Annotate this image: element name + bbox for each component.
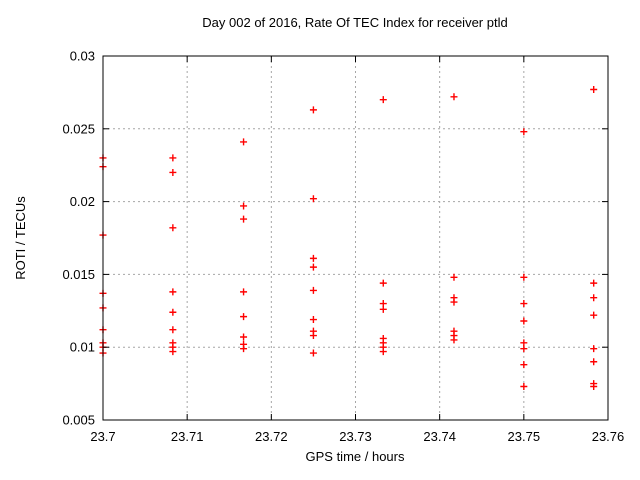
grid-lines	[103, 56, 608, 420]
data-point-marker	[240, 288, 248, 296]
x-tick-label: 23.72	[255, 429, 288, 444]
data-point-marker	[309, 263, 317, 271]
data-point-marker	[169, 326, 177, 334]
data-point-marker	[379, 279, 387, 287]
data-point-marker	[309, 316, 317, 324]
tick-labels: 23.7 23.71 23.72 23.73 23.74 23.75 23.76 0.005 0…	[62, 49, 624, 445]
y-tick-label: 0.025	[62, 121, 95, 136]
data-point-marker	[379, 305, 387, 313]
data-point-marker	[590, 85, 598, 93]
chart-title: Day 002 of 2016, Rate Of TEC Index for r…	[202, 15, 507, 30]
y-tick-label: 0.02	[70, 194, 95, 209]
data-point-marker	[520, 128, 528, 136]
data-point-marker	[520, 317, 528, 325]
y-tick-label: 0.015	[62, 267, 95, 282]
axis-ticks	[102, 55, 609, 421]
data-point-marker	[450, 298, 458, 306]
data-point-marker	[590, 345, 598, 353]
data-point-marker	[169, 224, 177, 232]
data-point-marker	[309, 106, 317, 114]
data-point-marker	[590, 294, 598, 302]
data-point-marker	[240, 333, 248, 341]
data-point-marker	[590, 279, 598, 287]
x-tick-label: 23.7	[90, 429, 115, 444]
data-point-marker	[240, 345, 248, 353]
y-tick-label: 0.01	[70, 340, 95, 355]
data-point-marker	[240, 138, 248, 146]
data-point-marker	[309, 332, 317, 340]
data-point-marker	[520, 361, 528, 369]
y-axis-label: ROTI / TECUs	[13, 196, 28, 280]
data-point-marker	[169, 308, 177, 316]
x-tick-label: 23.76	[592, 429, 625, 444]
data-point-marker	[520, 345, 528, 353]
data-point-marker	[309, 286, 317, 294]
data-point-marker	[309, 195, 317, 203]
data-point-marker	[520, 383, 528, 391]
data-point-marker	[590, 358, 598, 366]
data-point-marker	[240, 202, 248, 210]
data-point-marker	[379, 96, 387, 104]
data-point-marker	[240, 313, 248, 321]
data-point-marker	[590, 383, 598, 391]
data-point-marker	[379, 348, 387, 356]
x-tick-label: 23.73	[339, 429, 372, 444]
data-point-marker	[309, 254, 317, 262]
data-point-marker	[520, 273, 528, 281]
data-point-marker	[169, 154, 177, 162]
data-point-marker	[169, 348, 177, 356]
x-tick-label: 23.74	[423, 429, 456, 444]
data-point-marker	[450, 93, 458, 101]
x-axis-label: GPS time / hours	[306, 449, 405, 464]
data-point-marker	[169, 288, 177, 296]
y-tick-label: 0.03	[70, 49, 95, 64]
data-point-marker	[590, 311, 598, 319]
y-tick-label: 0.005	[62, 413, 95, 428]
data-points	[99, 85, 598, 391]
x-tick-label: 23.71	[171, 429, 204, 444]
data-point-marker	[169, 168, 177, 176]
data-point-marker	[520, 300, 528, 308]
data-point-marker	[240, 215, 248, 223]
data-point-marker	[450, 273, 458, 281]
data-point-marker	[450, 336, 458, 344]
x-tick-label: 23.75	[508, 429, 541, 444]
data-point-marker	[309, 349, 317, 357]
